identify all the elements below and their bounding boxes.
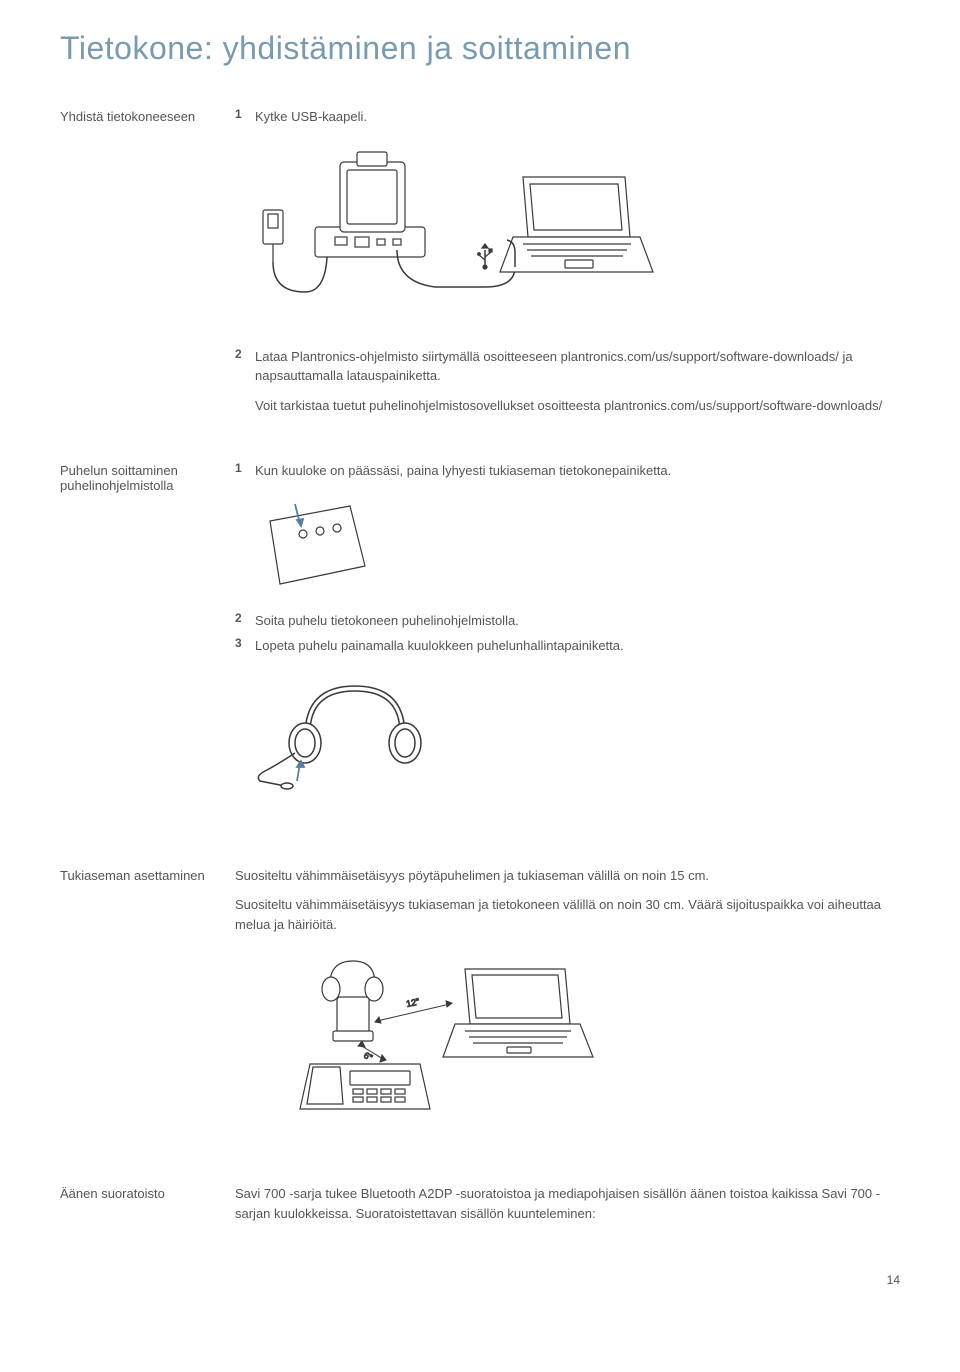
step-connect-1: 1 Kytke USB-kaapeli. xyxy=(235,107,900,127)
step-text: Kun kuuloke on päässäsi, paina lyhyesti … xyxy=(255,461,900,481)
step-call-3: 3 Lopeta puhelu painamalla kuulokkeen pu… xyxy=(235,636,900,656)
step-text: Soita puhelu tietokoneen puhelinohjelmis… xyxy=(255,611,900,631)
step-text: Lataa Plantronics-ohjelmisto siirtymällä… xyxy=(255,347,900,416)
step-num: 2 xyxy=(235,611,255,631)
section-label-call: Puhelun soittaminen puhelinohjelmistolla xyxy=(60,461,235,826)
section-content-audio: Savi 700 -sarja tukee Bluetooth A2DP -su… xyxy=(235,1184,900,1233)
step-text-line: Voit tarkistaa tuetut puhelinohjelmistos… xyxy=(255,396,900,416)
para: Suositeltu vähimmäisetäisyys pöytäpuheli… xyxy=(235,866,900,886)
step-text: Kytke USB-kaapeli. xyxy=(255,107,900,127)
section-audio: Äänen suoratoisto Savi 700 -sarja tukee … xyxy=(60,1184,900,1233)
section-position: Tukiaseman asettaminen Suositeltu vähimm… xyxy=(60,866,900,1145)
section-content-call: 1 Kun kuuloke on päässäsi, paina lyhyest… xyxy=(235,461,900,826)
step-text: Lopeta puhelu painamalla kuulokkeen puhe… xyxy=(255,636,900,656)
section-label-position: Tukiaseman asettaminen xyxy=(60,866,235,1145)
step-num: 1 xyxy=(235,107,255,127)
step-num: 2 xyxy=(235,347,255,416)
step-call-2: 2 Soita puhelu tietokoneen puhelinohjelm… xyxy=(235,611,900,631)
section-content-position: Suositeltu vähimmäisetäisyys pöytäpuheli… xyxy=(235,866,900,1145)
page-title: Tietokone: yhdistäminen ja soittaminen xyxy=(60,30,900,67)
step-call-1: 1 Kun kuuloke on päässäsi, paina lyhyest… xyxy=(235,461,900,481)
section-call: Puhelun soittaminen puhelinohjelmistolla… xyxy=(60,461,900,826)
step-num: 1 xyxy=(235,461,255,481)
para: Suositeltu vähimmäisetäisyys tukiaseman … xyxy=(235,895,900,934)
illustration-base-button xyxy=(255,496,900,586)
section-label-connect: Yhdistä tietokoneeseen xyxy=(60,107,235,421)
step-num: 3 xyxy=(235,636,255,656)
illustration-headset xyxy=(255,671,900,801)
section-connect: Yhdistä tietokoneeseen 1 Kytke USB-kaape… xyxy=(60,107,900,421)
step-connect-2: 2 Lataa Plantronics-ohjelmisto siirtymäl… xyxy=(235,347,900,416)
section-label-audio: Äänen suoratoisto xyxy=(60,1184,235,1233)
step-text-line: Lataa Plantronics-ohjelmisto siirtymällä… xyxy=(255,347,900,386)
page-number: 14 xyxy=(60,1273,900,1287)
svg-text:12": 12" xyxy=(405,996,420,1009)
section-content-connect: 1 Kytke USB-kaapeli. xyxy=(235,107,900,421)
illustration-usb-connection xyxy=(255,142,900,322)
illustration-positioning: 12" 6" xyxy=(255,949,900,1119)
para: Savi 700 -sarja tukee Bluetooth A2DP -su… xyxy=(235,1184,900,1223)
